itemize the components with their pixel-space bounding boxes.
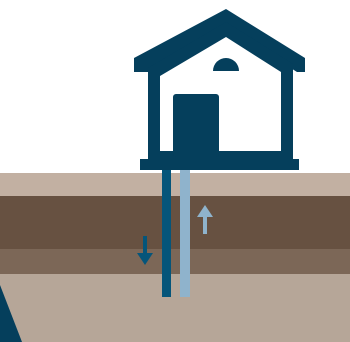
house-foundation [140, 159, 299, 170]
arrow-down-icon [137, 236, 153, 265]
soil-dark-layer [0, 196, 350, 249]
house-door [173, 94, 219, 157]
supply-pipe [162, 170, 171, 297]
house-icon [134, 9, 305, 170]
arrow-up-icon [197, 205, 213, 234]
corner-shape [0, 285, 22, 342]
ground-surface-layer [0, 173, 350, 196]
soil-mid-layer [0, 249, 350, 274]
return-pipe [180, 170, 190, 297]
house-window [213, 58, 239, 71]
soil-bottom-layer [0, 274, 350, 342]
